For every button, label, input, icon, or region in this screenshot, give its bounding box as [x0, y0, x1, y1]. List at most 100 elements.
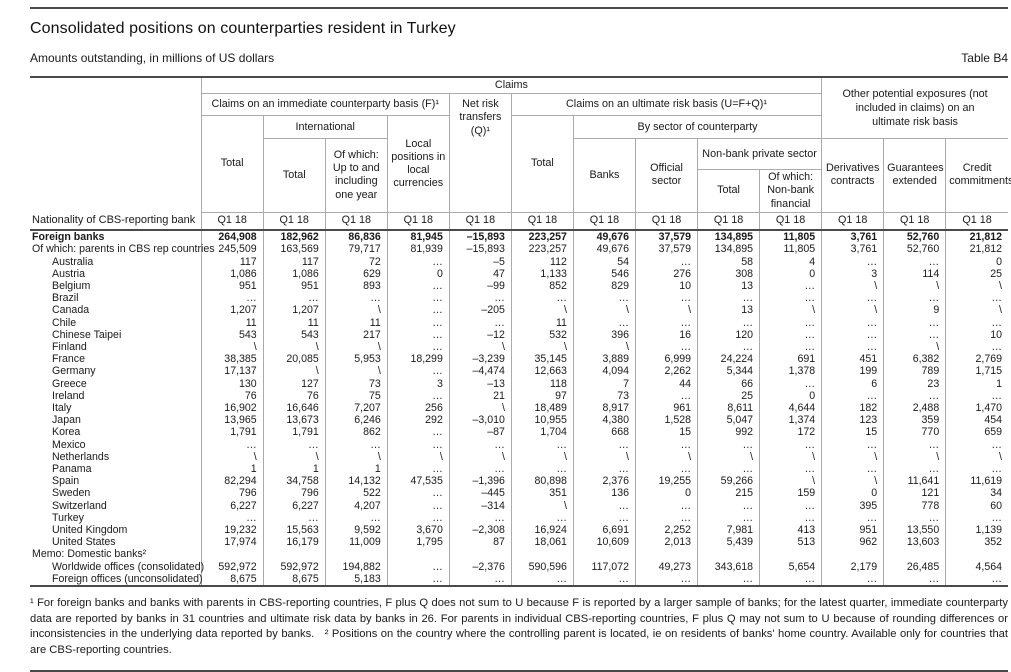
header-claims: Claims [200, 77, 822, 95]
row-label: Spain [52, 475, 80, 488]
cell: … [759, 280, 822, 293]
header-total-u: Total [510, 115, 574, 213]
cell: \ [386, 450, 450, 464]
cell: 0 [759, 267, 822, 280]
cell: 118 [510, 377, 574, 390]
cell: –12 [448, 328, 512, 342]
cell: … [821, 341, 884, 354]
cell: … [759, 511, 822, 525]
cell [386, 548, 450, 561]
cell: … [572, 438, 636, 451]
cell: 8,675 [262, 572, 326, 588]
footnote: ¹ For foreign banks and banks with paren… [30, 596, 1008, 658]
cell: … [821, 463, 884, 476]
cell: … [759, 316, 822, 329]
cell: 19,232 [200, 524, 264, 537]
table-row: Sweden 796 796 522… –445 351 136 0 215 159 0 121 34 [30, 487, 1008, 500]
cell: … [697, 341, 760, 354]
cell: –445 [448, 487, 512, 500]
cell: 134,895 [697, 230, 760, 244]
cell: … [448, 572, 512, 588]
cell: 76 [262, 389, 326, 403]
cell: 26,485 [883, 560, 946, 573]
header-intl-one-year: Of which: Up to and including one year [324, 138, 388, 213]
cell: 114 [883, 267, 946, 280]
cell: 76 [200, 389, 264, 403]
cell: 951 [200, 280, 264, 293]
cell: 73 [572, 389, 636, 403]
cell: \ [262, 365, 326, 378]
cell: \ [883, 280, 946, 293]
cell: 1 [324, 463, 388, 476]
cell: 172 [759, 426, 822, 439]
cell: … [634, 572, 698, 588]
cell: 962 [821, 536, 884, 549]
row-label: Memo: Domestic banks² [32, 548, 147, 561]
cell: 223,257 [510, 243, 574, 256]
cell: \ [883, 450, 946, 464]
cell: 2,488 [883, 402, 946, 415]
cell: … [634, 316, 698, 329]
cell: 829 [572, 280, 636, 293]
cell: … [945, 389, 1008, 403]
cell: \ [200, 341, 264, 354]
cell: … [821, 328, 884, 342]
cell: \ [759, 475, 822, 488]
cell: \ [262, 341, 326, 354]
row-label: Chinese Taipei [52, 328, 122, 341]
table-body: Foreign banks 264,908 182,962 86,836 81,945–… [30, 230, 1008, 588]
table-row: Foreign offices (unconsolidated) 8,675 8,6… [30, 572, 1008, 588]
cell: 1,086 [262, 267, 326, 280]
cell: 15 [821, 426, 884, 439]
cell [634, 548, 698, 561]
cell: 3 [821, 267, 884, 280]
cell: 38,385 [200, 353, 264, 366]
cell: 1,470 [945, 402, 1008, 415]
cell: 264,908 [200, 230, 264, 244]
cell: 0 [634, 487, 698, 500]
cell: 97 [510, 389, 574, 403]
cell: … [821, 438, 884, 451]
cell: 532 [510, 328, 574, 342]
cell: 159 [759, 487, 822, 500]
page: Consolidated positions on counterparties… [30, 7, 1011, 672]
cell: … [945, 572, 1008, 588]
cell: … [386, 560, 450, 573]
cell: \ [324, 304, 388, 317]
cell: \ [448, 402, 512, 415]
period-cell: Q1 18 [200, 212, 264, 232]
cell: 852 [510, 280, 574, 293]
cell: \ [510, 499, 574, 512]
cell: 778 [883, 499, 946, 512]
cell: 21,812 [945, 243, 1008, 256]
cell: 82,294 [200, 475, 264, 488]
cell: … [759, 328, 822, 342]
cell: 18,299 [386, 353, 450, 366]
cell: 2,179 [821, 560, 884, 573]
cell: 2,769 [945, 353, 1008, 366]
cell: … [572, 292, 636, 305]
cell: 1,791 [262, 426, 326, 439]
cell: … [634, 511, 698, 525]
cell: 223,257 [510, 230, 574, 244]
cell: … [945, 292, 1008, 305]
cell: … [448, 292, 512, 305]
cell: … [883, 255, 946, 268]
cell: 11,641 [883, 475, 946, 488]
cell: … [759, 292, 822, 305]
cell: 6,246 [324, 414, 388, 427]
cell: … [821, 316, 884, 329]
cell: … [759, 463, 822, 476]
row-label: Mexico [52, 438, 86, 451]
cell: 592,972 [200, 560, 264, 573]
cell: … [759, 499, 822, 512]
cell: 7 [572, 377, 636, 390]
period-cell: Q1 18 [448, 212, 512, 232]
row-label: United Kingdom [52, 524, 128, 537]
cell: … [386, 328, 450, 342]
cell: … [510, 463, 574, 476]
cell: 413 [759, 524, 822, 537]
cell: … [386, 499, 450, 512]
cell: 629 [324, 267, 388, 280]
cell: … [262, 511, 326, 525]
